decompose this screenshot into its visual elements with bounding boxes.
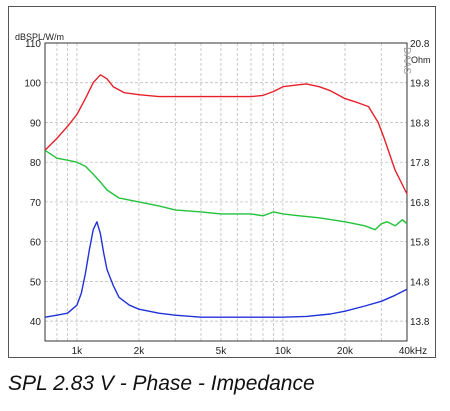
plot-area — [44, 42, 408, 342]
y-left-unit-label: dBSPL/W/m — [15, 32, 64, 42]
y-right-tick-label: 18.8 — [410, 118, 430, 129]
y-right-tick-label: 20.8 — [410, 39, 430, 50]
grid — [45, 42, 407, 341]
chart-frame: 40 50 60 70 80 90 100 110 13.8 14.8 15.8 16.8 17.8 18… — [8, 6, 436, 358]
watermark-logo: DAAS — [401, 47, 412, 75]
y-right-tick-label: 13.8 — [410, 317, 430, 328]
y-left-tick-label: 70 — [30, 198, 42, 209]
y-right-tick-label: 19.8 — [410, 79, 430, 90]
y-left-tick-label: 100 — [24, 79, 41, 90]
axis-labels: 40 50 60 70 80 90 100 110 13.8 14.8 15.8 16.8 17.8 18… — [15, 32, 431, 357]
y-right-unit-label: Ohm — [411, 55, 431, 65]
x-tick-label: 5k — [216, 346, 228, 357]
series-line-3 — [44, 221, 408, 318]
x-tick-label: 10k — [275, 346, 292, 357]
y-right-tick-label: 17.8 — [410, 158, 430, 169]
frequency-response-chart: 40 50 60 70 80 90 100 110 13.8 14.8 15.8 16.8 17.8 18… — [15, 32, 431, 357]
x-tick-label: 20k — [337, 346, 354, 357]
y-right-tick-label: 14.8 — [410, 277, 430, 288]
x-tick-label: 2k — [134, 346, 146, 357]
curves — [44, 74, 408, 318]
y-right-tick-label: 15.8 — [410, 238, 430, 249]
y-left-tick-label: 110 — [25, 39, 41, 50]
series-line-1 — [44, 74, 408, 195]
x-tick-label: 40kHz — [399, 346, 427, 357]
chart-caption: SPL 2.83 V - Phase - Impedance — [8, 372, 315, 395]
y-left-tick-label: 60 — [30, 238, 42, 249]
y-right-tick-label: 16.8 — [410, 198, 430, 209]
y-left-tick-label: 50 — [30, 277, 42, 288]
y-left-tick-label: 40 — [30, 317, 42, 328]
series-line-2 — [44, 149, 408, 231]
y-left-tick-label: 80 — [30, 158, 42, 169]
y-left-tick-label: 90 — [30, 118, 42, 129]
x-tick-label: 1k — [72, 346, 84, 357]
